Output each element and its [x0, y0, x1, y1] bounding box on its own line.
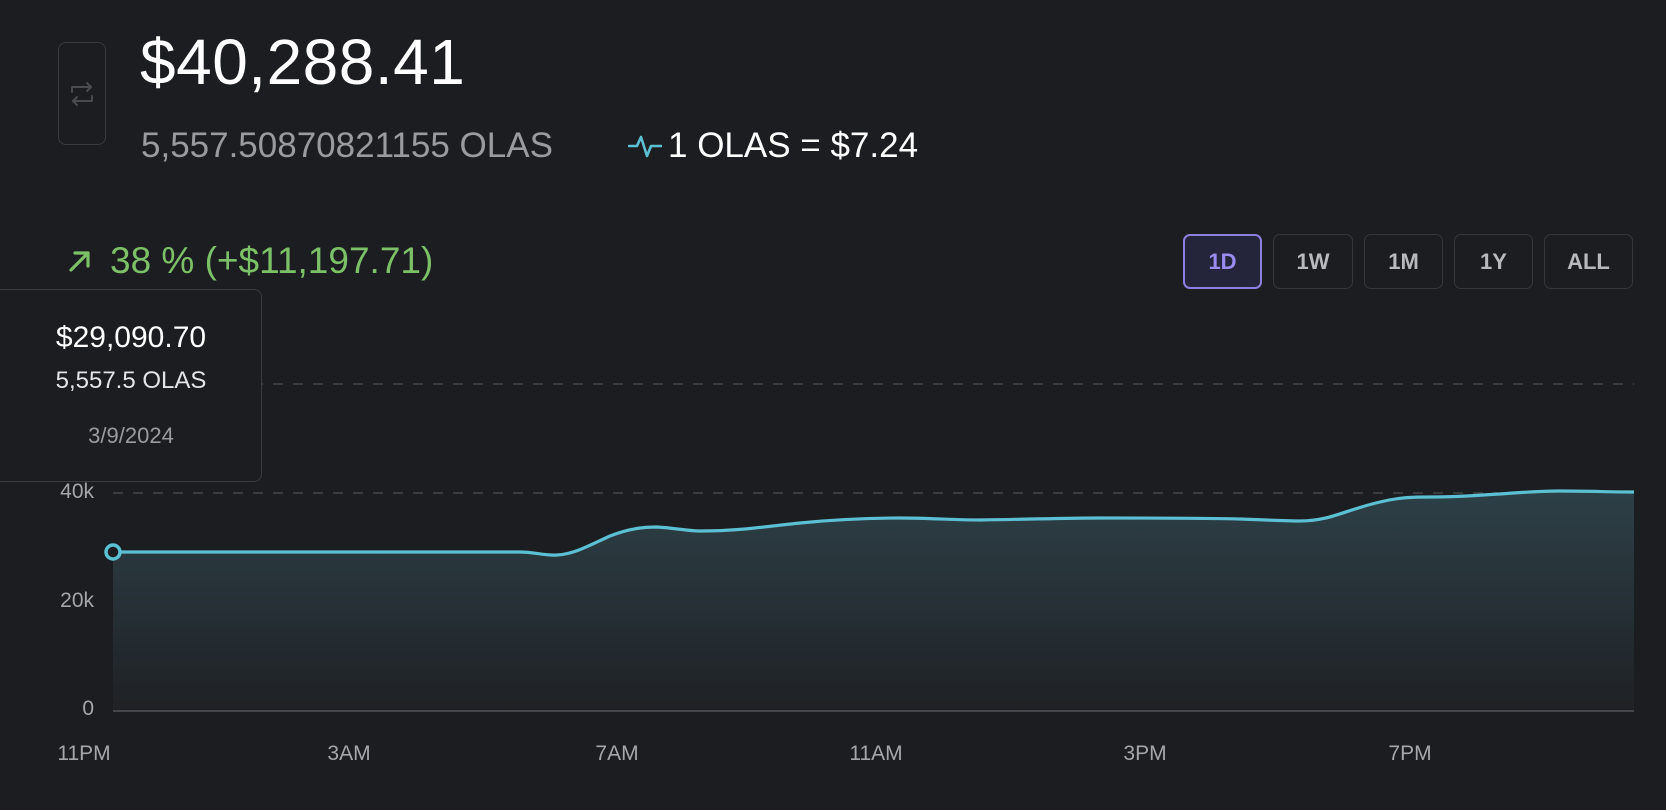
y-tick-40k: 40k [60, 480, 94, 503]
range-button-1w[interactable]: 1W [1273, 234, 1353, 289]
tooltip-token-amount: 5,557.5 OLAS [55, 367, 207, 394]
swap-arrows-icon [71, 81, 93, 106]
pulse-icon [628, 135, 662, 158]
area-fill [113, 491, 1634, 711]
range-button-1d[interactable]: 1D [1183, 234, 1262, 289]
swap-currency-button[interactable] [58, 42, 106, 145]
x-tick-3am: 3AM [327, 742, 371, 765]
x-tick-7pm: 7PM [1388, 742, 1432, 765]
value-line [113, 489, 1635, 557]
range-button-all[interactable]: ALL [1544, 234, 1633, 289]
range-button-1y[interactable]: 1Y [1454, 234, 1533, 289]
tooltip-value: $29,090.70 [55, 321, 207, 354]
balance-token-amount: 5,557.50870821155 OLAS [141, 126, 553, 165]
tooltip-date: 3/9/2024 [88, 423, 174, 448]
balance-usd: $40,288.41 [140, 26, 466, 98]
exchange-rate: 1 OLAS = $7.24 [628, 122, 918, 170]
y-tick-20k: 20k [60, 589, 94, 612]
chart-tooltip: $29,090.70 5,557.5 OLAS 3/9/2024 [0, 289, 262, 482]
range-button-1m[interactable]: 1M [1364, 234, 1443, 289]
y-tick-0: 0 [82, 697, 94, 720]
highlighted-point[interactable] [104, 543, 122, 561]
price-change-text: 38 % (+$11,197.71) [110, 240, 434, 281]
x-tick-3pm: 3PM [1123, 742, 1167, 765]
x-tick-11pm: 11PM [57, 742, 111, 765]
x-tick-7am: 7AM [595, 742, 639, 765]
arrow-up-right-icon [69, 251, 90, 272]
time-range-selector: 1D 1W 1M 1Y ALL [1183, 234, 1633, 289]
exchange-rate-text: 1 OLAS = $7.24 [668, 126, 919, 165]
x-tick-11am: 11AM [849, 742, 903, 765]
price-change: 38 % (+$11,197.71) [66, 236, 433, 286]
